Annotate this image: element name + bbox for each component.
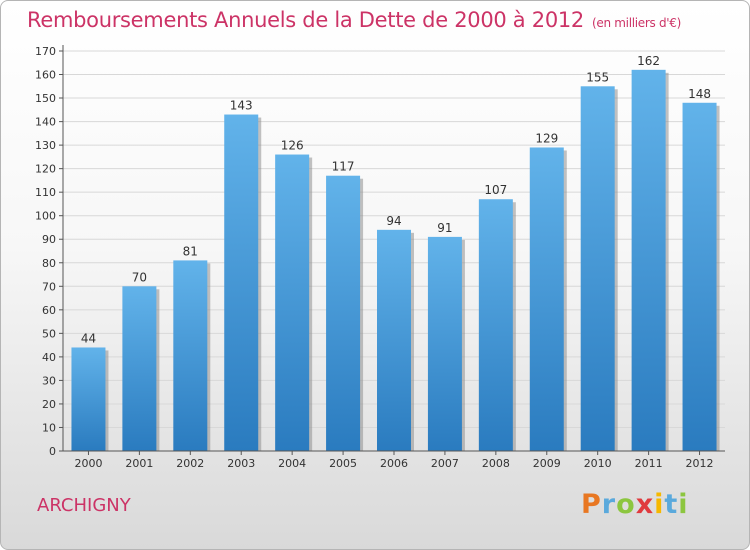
y-tick-label: 70	[42, 280, 56, 293]
y-tick-label: 10	[42, 421, 56, 434]
bar	[631, 69, 666, 451]
y-tick-label: 40	[42, 351, 56, 364]
logo-letter: P	[581, 489, 602, 520]
y-tick-label: 80	[42, 257, 56, 270]
bar	[173, 260, 208, 451]
y-tick-label: 140	[35, 116, 56, 129]
data-label: 81	[183, 244, 198, 258]
logo-letter: i	[678, 489, 689, 520]
bar	[71, 347, 106, 451]
x-tick-label: 2004	[278, 457, 306, 470]
bar	[122, 286, 157, 451]
data-label: 107	[484, 183, 507, 197]
x-tick-label: 2001	[125, 457, 153, 470]
bar	[427, 236, 462, 451]
bar	[377, 229, 411, 451]
y-tick-label: 90	[42, 233, 56, 246]
x-tick-label: 2003	[227, 457, 255, 470]
logo-letter: t	[664, 489, 679, 520]
x-tick-label: 2009	[533, 457, 561, 470]
y-tick-label: 150	[35, 92, 56, 105]
y-tick-label: 100	[35, 210, 56, 223]
bar	[580, 86, 615, 451]
bar	[326, 175, 361, 452]
y-tick-label: 0	[49, 445, 56, 458]
y-tick-label: 20	[42, 398, 56, 411]
chart-unit-label: (en milliers d'€)	[592, 16, 682, 30]
data-label: 91	[437, 221, 452, 235]
logo-letter: x	[635, 489, 655, 520]
y-tick-label: 30	[42, 374, 56, 387]
commune-name: ARCHIGNY	[37, 495, 131, 516]
x-tick-label: 2006	[380, 457, 408, 470]
chart-title: Remboursements Annuels de la Dette de 20…	[27, 8, 681, 32]
bar	[682, 102, 717, 451]
y-tick-label: 50	[42, 327, 56, 340]
data-label: 70	[132, 270, 147, 284]
data-label: 44	[81, 331, 96, 345]
logo-letter: i	[654, 489, 665, 520]
x-tick-label: 2008	[482, 457, 510, 470]
x-tick-label: 2005	[329, 457, 357, 470]
data-label: 126	[281, 139, 304, 153]
x-tick-label: 2012	[686, 457, 714, 470]
bar	[478, 199, 513, 451]
data-label: 94	[386, 214, 401, 228]
x-tick-label: 2011	[635, 457, 663, 470]
bar	[275, 154, 310, 451]
data-label: 117	[332, 160, 355, 174]
x-tick-label: 2002	[176, 457, 204, 470]
data-label: 162	[637, 54, 660, 68]
chart-title-text: Remboursements Annuels de la Dette de 20…	[27, 8, 584, 32]
y-tick-label: 60	[42, 304, 56, 317]
y-tick-label: 120	[35, 163, 56, 176]
data-label: 148	[688, 87, 711, 101]
proxiti-logo: Proxiti	[581, 489, 689, 520]
y-tick-label: 110	[35, 186, 56, 199]
logo-letter: o	[616, 489, 636, 520]
bar	[224, 114, 259, 451]
data-label: 129	[535, 131, 558, 145]
axes	[59, 45, 725, 455]
y-tick-label: 130	[35, 139, 56, 152]
x-tick-label: 2000	[74, 457, 102, 470]
y-tick-label: 170	[35, 45, 56, 58]
bar	[529, 147, 564, 451]
x-tick-label: 2007	[431, 457, 459, 470]
data-label: 143	[230, 99, 253, 113]
labels: 0 10 20 30 40 50 60 70 80 90 100 110 120 130 140 150 160…	[35, 45, 714, 470]
data-label: 155	[586, 70, 609, 84]
x-tick-label: 2010	[584, 457, 612, 470]
bars	[71, 69, 717, 452]
logo-letter: r	[601, 489, 617, 520]
y-tick-label: 160	[35, 69, 56, 82]
